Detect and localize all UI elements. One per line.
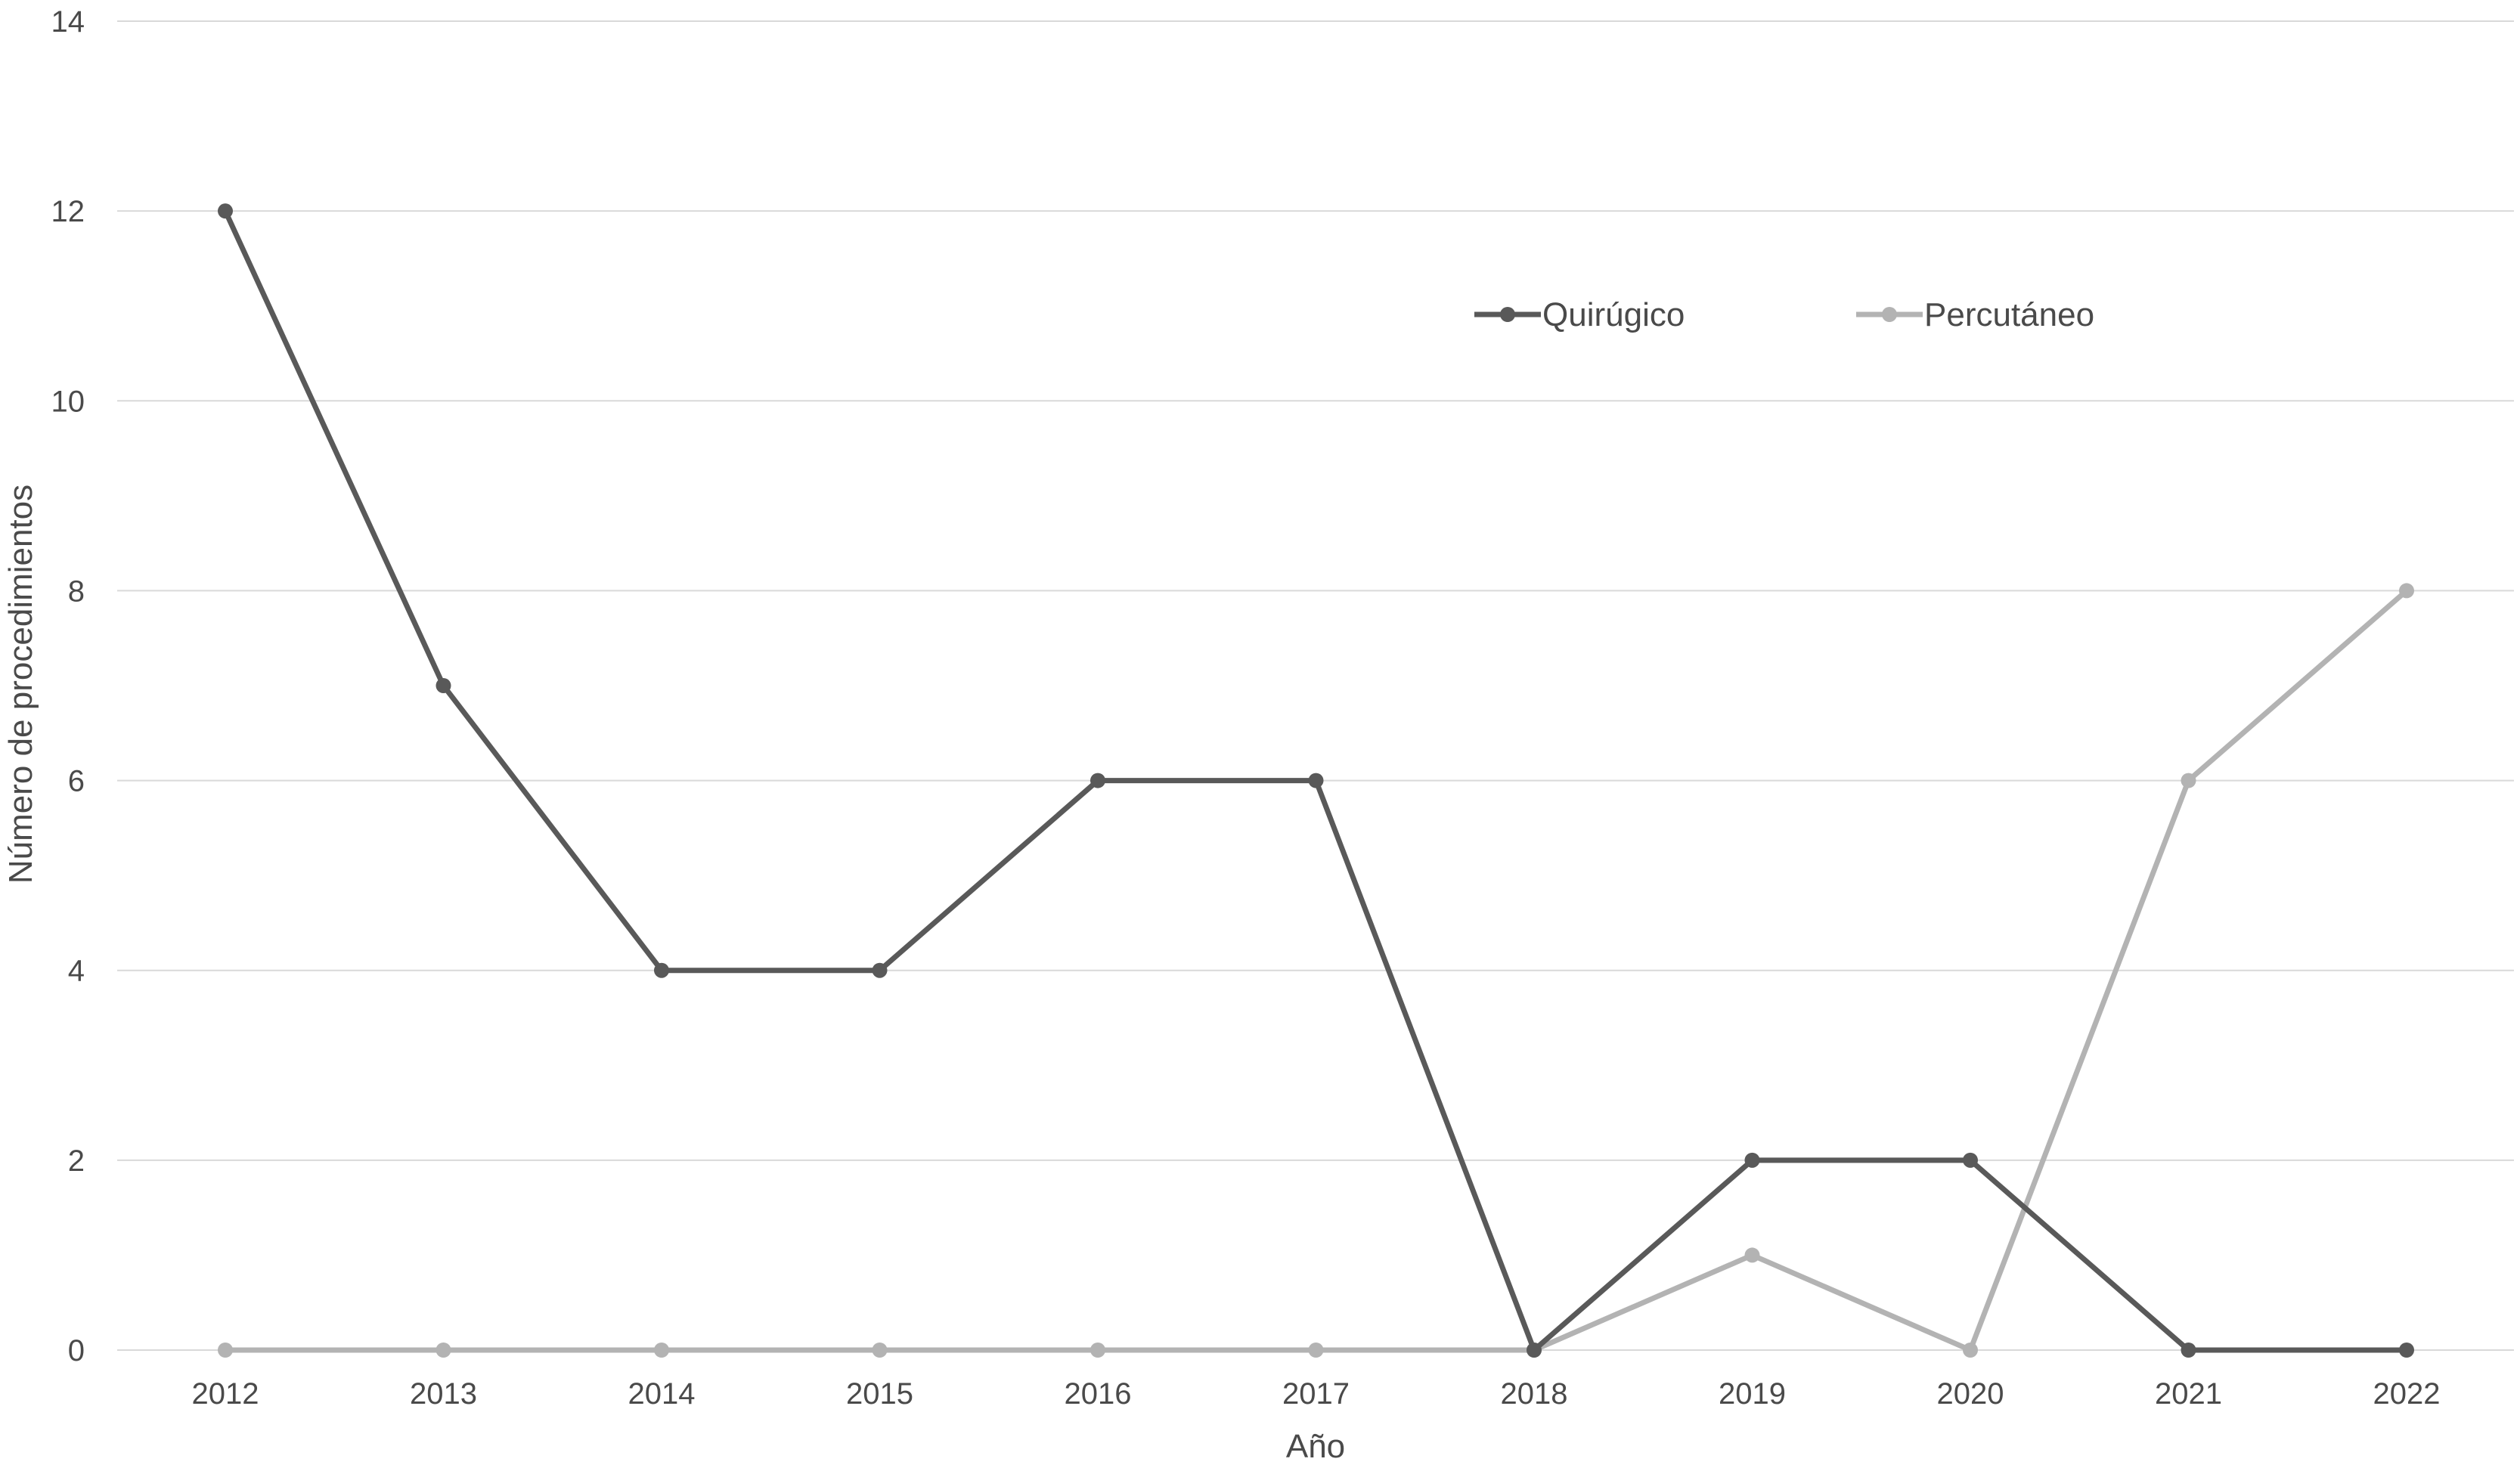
- x-axis-ticks: 2012 2013 2014 2015 2016 2017 2018 2019 2020 2021…: [192, 1377, 2441, 1411]
- data-point-quirugico-2020: [1963, 1152, 1978, 1168]
- x-tick-label-2013: 2013: [410, 1377, 477, 1411]
- y-tick-label-6: 6: [68, 765, 85, 798]
- x-tick-label-2019: 2019: [1719, 1377, 1786, 1411]
- data-point-quirugico-2019: [1744, 1152, 1760, 1168]
- data-point-quirugico-2015: [872, 962, 888, 978]
- data-point-quirugico-2018: [1527, 1343, 1542, 1358]
- series-lines: [218, 203, 2414, 1358]
- x-tick-label-2016: 2016: [1065, 1377, 1132, 1411]
- y-tick-label-0: 0: [68, 1334, 85, 1367]
- data-point-quirugico-2014: [654, 962, 669, 978]
- data-point-percutaneo-2021: [2181, 773, 2196, 788]
- data-point-quirugico-2013: [435, 678, 451, 693]
- data-point-percutaneo-2022: [2399, 583, 2414, 599]
- data-point-percutaneo-2016: [1090, 1343, 1105, 1358]
- y-tick-label-12: 12: [51, 195, 85, 228]
- legend-marker-quirurgico: [1500, 307, 1515, 322]
- data-point-quirugico-2017: [1308, 773, 1324, 788]
- x-tick-label-2017: 2017: [1282, 1377, 1350, 1411]
- data-point-percutaneo-2012: [218, 1343, 233, 1358]
- y-tick-label-4: 4: [68, 955, 85, 988]
- x-tick-label-2015: 2015: [846, 1377, 913, 1411]
- y-tick-label-14: 14: [51, 5, 85, 39]
- legend-label-quirurgico: Quirúgico: [1542, 296, 1685, 333]
- x-tick-label-2014: 2014: [628, 1377, 696, 1411]
- x-tick-label-2012: 2012: [192, 1377, 259, 1411]
- x-tick-label-2022: 2022: [2373, 1377, 2441, 1411]
- x-axis-title: Año: [1286, 1428, 1345, 1464]
- y-axis-ticks: 0 2 4 6 8 10 12 14: [51, 5, 85, 1367]
- y-tick-label-8: 8: [68, 575, 85, 608]
- gridlines: [117, 20, 2514, 1351]
- x-tick-label-2021: 2021: [2155, 1377, 2222, 1411]
- y-tick-label-10: 10: [51, 385, 85, 418]
- data-point-percutaneo-2015: [872, 1343, 888, 1358]
- legend: Quirúgico Percutáneo: [1474, 296, 2094, 333]
- data-point-percutaneo-2017: [1308, 1343, 1324, 1358]
- x-tick-label-2020: 2020: [1937, 1377, 2004, 1411]
- data-point-percutaneo-2019: [1744, 1247, 1760, 1263]
- legend-marker-percutaneo: [1882, 307, 1897, 322]
- legend-label-percutaneo: Percutáneo: [1924, 296, 2094, 333]
- series-quirugico: [218, 203, 2414, 1358]
- series-percutaneo: [218, 583, 2414, 1358]
- data-point-quirugico-2021: [2181, 1343, 2196, 1358]
- y-axis-title: Número de procedimientos: [2, 485, 39, 884]
- y-tick-label-2: 2: [68, 1144, 85, 1178]
- data-point-percutaneo-2013: [435, 1343, 451, 1358]
- data-point-percutaneo-2020: [1963, 1343, 1978, 1358]
- data-point-quirugico-2022: [2399, 1343, 2414, 1358]
- x-tick-label-2018: 2018: [1501, 1377, 1568, 1411]
- data-point-quirugico-2012: [218, 203, 233, 219]
- data-point-percutaneo-2014: [654, 1343, 669, 1358]
- data-point-quirugico-2016: [1090, 773, 1105, 788]
